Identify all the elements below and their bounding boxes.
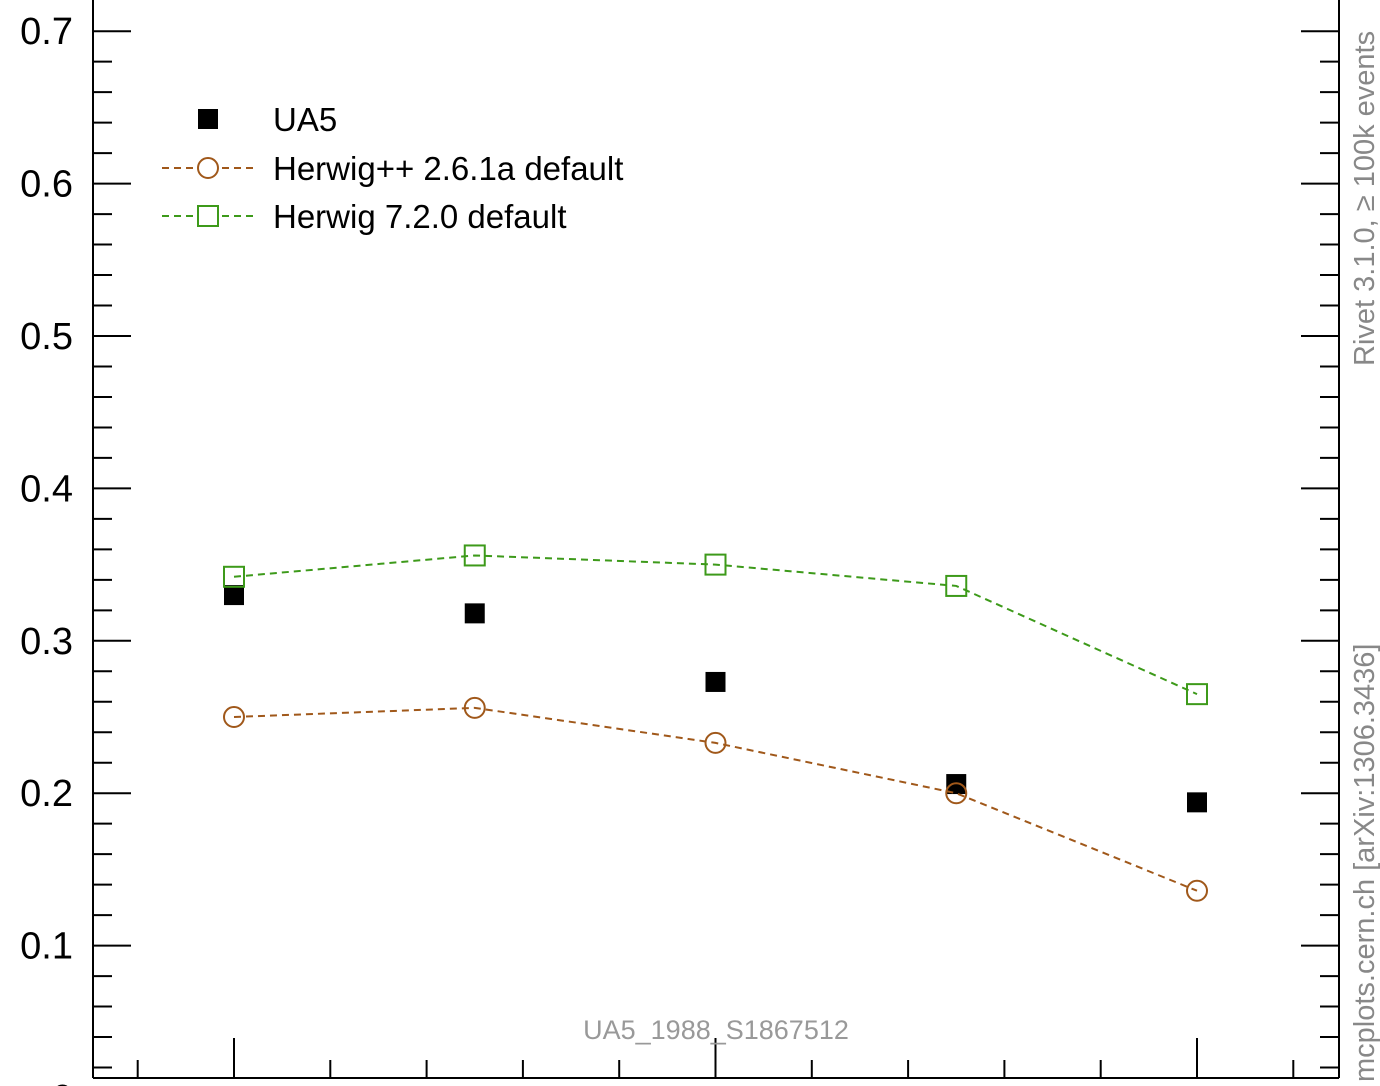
legend: UA5 Herwig++ 2.6.1a default Herwig 7.2.0 d… (162, 101, 623, 235)
series-2 (223, 544, 1208, 706)
series-0 (224, 585, 1207, 813)
series-line (233, 554, 1198, 696)
rivet-version-note: Rivet 3.1.0, ≥ 100k events (1349, 31, 1380, 366)
x-axis-ticks (136, 1038, 1295, 1078)
y-tick-label: 0.7 (20, 11, 73, 53)
legend-marker (198, 109, 218, 129)
data-point (223, 706, 245, 728)
data-point (1186, 683, 1208, 706)
y-tick-label: 0.3 (20, 621, 73, 663)
data-point (945, 574, 968, 597)
legend-label: UA5 (273, 101, 337, 138)
data-point (1186, 879, 1208, 902)
legend-item: Herwig 7.2.0 default (162, 198, 567, 235)
legend-item: Herwig++ 2.6.1a default (162, 150, 623, 187)
data-point (704, 731, 727, 754)
legend-marker (197, 205, 219, 227)
data-point (463, 544, 486, 567)
data-point (464, 603, 485, 624)
analysis-id-label: UA5_1988_S1867512 (583, 1015, 849, 1045)
y-axis-ticks: 0.7 0.6 0.5 0.4 0.3 0.2 0.1 0 (20, 11, 1339, 1086)
mcplots-source-note: mcplots.cern.ch [arXiv:1306.3436] (1349, 644, 1380, 1082)
data-point (1187, 792, 1207, 813)
data-point (223, 565, 245, 588)
y-tick-label: 0.5 (20, 316, 73, 358)
legend-label: Herwig++ 2.6.1a default (273, 150, 623, 187)
legend-marker (197, 157, 219, 179)
y-tick-label: 0.1 (20, 926, 73, 968)
series-line (233, 706, 1198, 892)
data-point (224, 585, 244, 606)
y-tick-label: 0.6 (20, 164, 73, 206)
legend-label: Herwig 7.2.0 default (273, 198, 567, 235)
data-point (705, 671, 726, 692)
legend-item: UA5 (198, 101, 337, 138)
series-layer (223, 544, 1208, 902)
data-point (945, 782, 968, 805)
data-point (463, 696, 486, 719)
y-tick-label: 0.4 (20, 468, 73, 510)
series-1 (223, 696, 1208, 902)
data-point (704, 553, 727, 576)
y-tick-label: 0.2 (20, 773, 73, 815)
y-tick-label: 0 (52, 1078, 73, 1086)
